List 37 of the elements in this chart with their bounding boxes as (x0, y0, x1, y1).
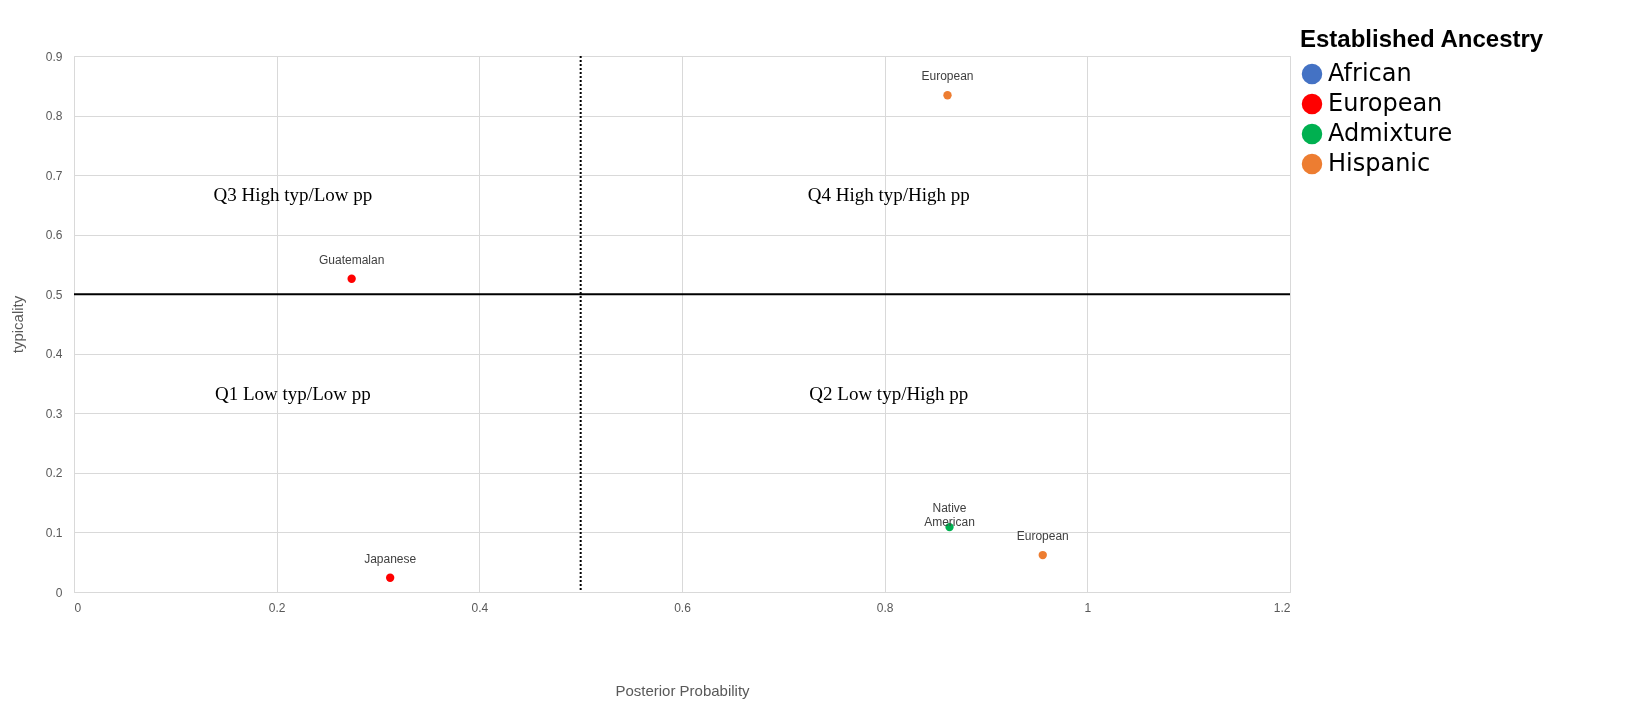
annotation: Q3 High typ/Low pp (213, 184, 373, 206)
point (943, 91, 952, 100)
x-tick-label: 0.6 (674, 600, 692, 615)
y-tick-label: 0.2 (45, 466, 63, 481)
y-tick-label: 0.4 (45, 347, 63, 362)
y-axis-title: typicality (8, 295, 26, 354)
y-tick-label: 0.7 (45, 168, 63, 183)
y-tick-label: 0.5 (45, 287, 63, 302)
legend-label: Admixture (1328, 119, 1453, 147)
y-tick-label: 0.6 (45, 228, 63, 243)
y-tick-label: 0.8 (45, 109, 63, 124)
x-tick-label: 0.4 (471, 600, 489, 615)
x-tick-label: 1.2 (1273, 600, 1291, 615)
point (1038, 550, 1047, 560)
annotation: Guatemalan (318, 252, 385, 267)
legend-label: Hispanic (1328, 149, 1431, 177)
x-tick-label: 0.2 (268, 600, 286, 615)
y-tick-label: 0.3 (45, 406, 63, 421)
annotation: Q2 Low typ/High pp (809, 382, 969, 404)
annotation: Japanese (364, 551, 417, 566)
annotation: Q1 Low typ/Low pp (215, 382, 371, 404)
y-tick-label: 0.1 (45, 525, 63, 540)
annotation: European (1016, 529, 1069, 544)
y-tick-label: 0 (55, 585, 63, 600)
point (347, 274, 356, 283)
point (385, 573, 395, 582)
annotation: European (921, 69, 974, 84)
annotation: Q4 High typ/High pp (807, 184, 970, 206)
legend-label: European (1328, 89, 1443, 117)
x-tick-label: 0 (74, 600, 82, 615)
legend-label: African (1328, 59, 1412, 87)
legend-title: Established Ancestry (1300, 25, 1544, 52)
annotation: Native American (924, 501, 975, 530)
x-tick-label: 0.8 (876, 600, 894, 615)
x-axis-title: Posterior Probability (615, 681, 751, 699)
x-tick-label: 1 (1084, 600, 1092, 615)
y-tick-label: 0.9 (45, 49, 63, 64)
